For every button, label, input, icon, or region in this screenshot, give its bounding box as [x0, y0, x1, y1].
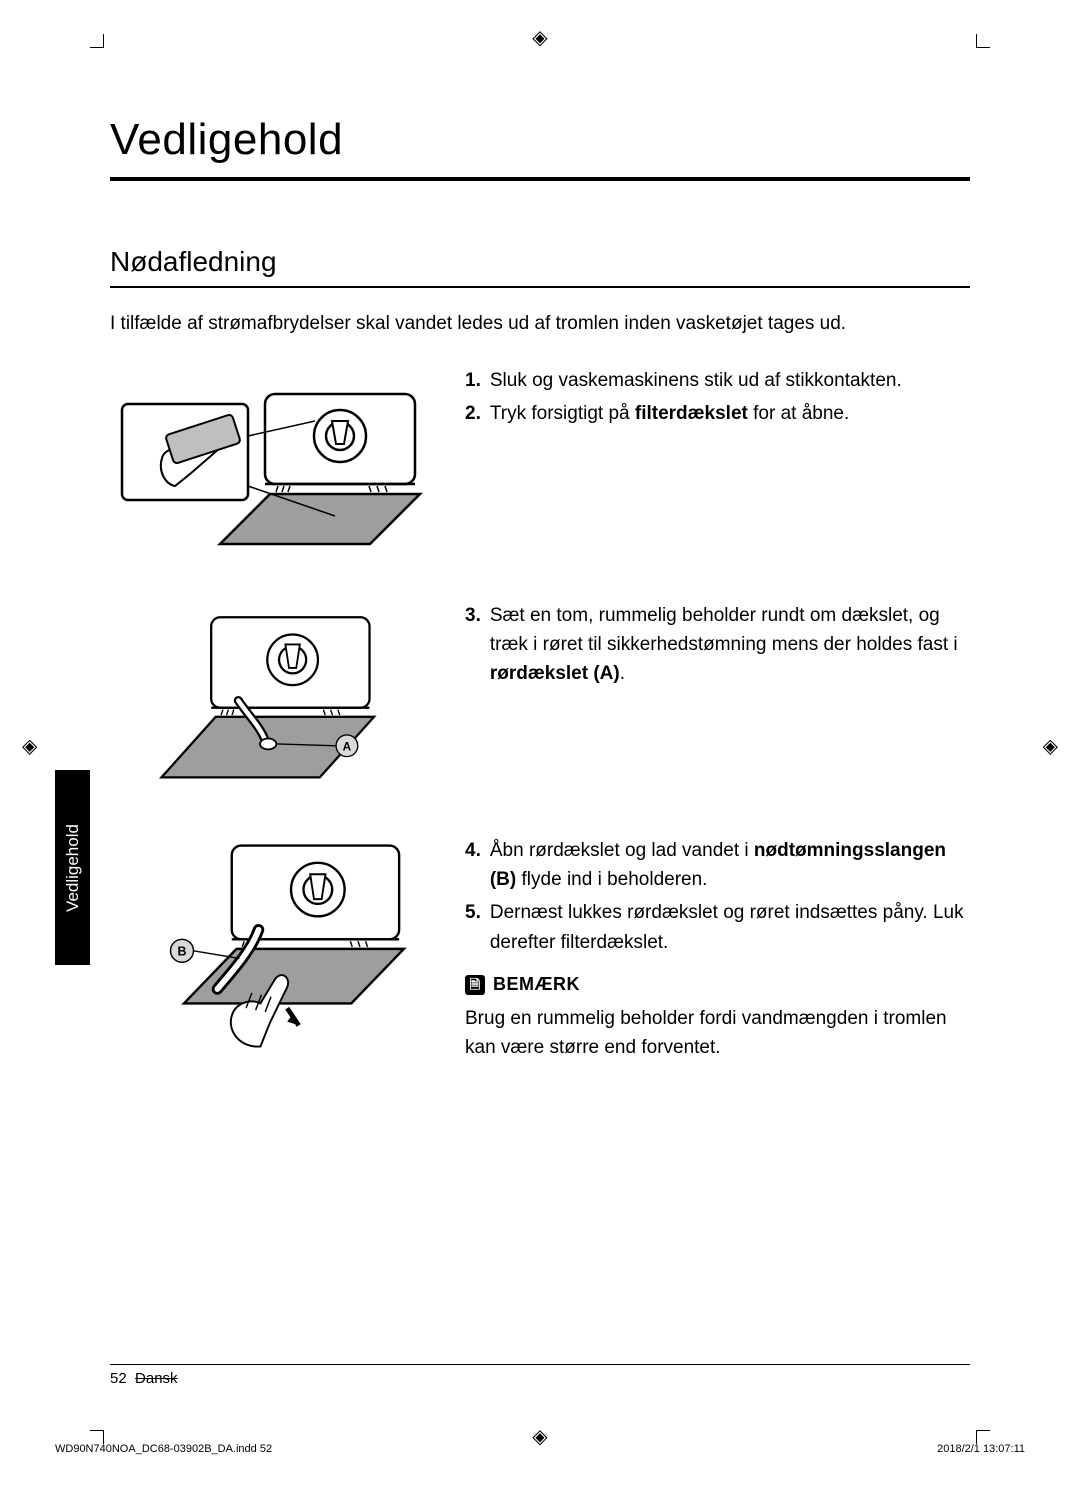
crop-tick	[976, 47, 990, 48]
footer-rule	[110, 1364, 970, 1365]
page-content: Vedligehold Nødafledning I tilfælde af s…	[110, 115, 970, 1391]
step-text: Sæt en tom, rummelig beholder rundt om d…	[490, 601, 970, 689]
step-num: 1.	[465, 366, 481, 395]
callout-b-label: B	[178, 944, 187, 958]
page-number: 52 Dansk	[110, 1370, 178, 1387]
figure-3: B	[110, 836, 430, 1056]
note-heading: 🗎 BEMÆRK	[465, 971, 970, 999]
figure-1-svg	[110, 366, 430, 556]
step-5: 5. Dernæst lukkes rørdækslet og røret in…	[465, 898, 970, 957]
step-num: 4.	[465, 836, 481, 895]
note-label: BEMÆRK	[493, 971, 580, 999]
crop-tick	[976, 1430, 977, 1444]
crop-mark-right: ◈	[1043, 733, 1058, 758]
side-tab-label: Vedligehold	[63, 824, 83, 912]
instruction-block-3: B 4. Åbn rørdækslet og lad vandet i nødt…	[110, 836, 970, 1063]
crop-tick	[90, 1430, 104, 1431]
figure-1	[110, 366, 430, 556]
instruction-block-2: A 3. Sæt en tom, rummelig beholder rundt…	[110, 601, 970, 791]
crop-tick	[976, 1430, 990, 1431]
crop-tick	[976, 34, 977, 48]
figure-2-svg: A	[110, 601, 430, 791]
crop-tick	[90, 47, 104, 48]
callout-a-label: A	[343, 740, 352, 753]
section-title: Nødafledning	[110, 246, 970, 278]
crop-mark-left: ◈	[22, 733, 37, 758]
crop-tick	[103, 34, 104, 48]
print-info-left: WD90N740NOA_DC68-03902B_DA.indd 52	[55, 1443, 272, 1455]
side-tab: Vedligehold	[55, 770, 90, 965]
instruction-block-1: 1. Sluk og vaskemaskinens stik ud af sti…	[110, 366, 970, 556]
chapter-rule	[110, 177, 970, 181]
figure-3-svg: B	[110, 836, 430, 1056]
step-1: 1. Sluk og vaskemaskinens stik ud af sti…	[465, 366, 970, 395]
figure-2: A	[110, 601, 430, 791]
intro-text: I tilfælde af strømafbrydelser skal vand…	[110, 310, 970, 338]
section-rule	[110, 286, 970, 288]
step-num: 2.	[465, 399, 481, 428]
step-4: 4. Åbn rørdækslet og lad vandet i nødtøm…	[465, 836, 970, 895]
crop-mark-bottom: ◈	[532, 1424, 547, 1449]
crop-tick	[103, 1430, 104, 1444]
note-text: Brug en rummelig beholder fordi vandmæng…	[465, 1005, 970, 1062]
step-3: 3. Sæt en tom, rummelig beholder rundt o…	[465, 601, 970, 689]
steps-2: 3. Sæt en tom, rummelig beholder rundt o…	[465, 601, 970, 693]
chapter-title: Vedligehold	[110, 115, 970, 165]
step-text: Dernæst lukkes rørdækslet og røret indsæ…	[490, 898, 970, 957]
steps-1: 1. Sluk og vaskemaskinens stik ud af sti…	[465, 366, 970, 433]
note-icon: 🗎	[465, 975, 485, 995]
step-text: Åbn rørdækslet og lad vandet i nødtømnin…	[490, 836, 970, 895]
step-num: 3.	[465, 601, 481, 689]
step-text: Sluk og vaskemaskinens stik ud af stikko…	[490, 366, 902, 395]
step-2: 2. Tryk forsigtigt på filterdækslet for …	[465, 399, 970, 428]
steps-3: 4. Åbn rørdækslet og lad vandet i nødtøm…	[465, 836, 970, 1063]
step-text: Tryk forsigtigt på filterdækslet for at …	[490, 399, 849, 428]
step-num: 5.	[465, 898, 481, 957]
crop-mark-top: ◈	[532, 25, 547, 50]
print-info-right: 2018/2/1 13:07:11	[937, 1443, 1025, 1455]
